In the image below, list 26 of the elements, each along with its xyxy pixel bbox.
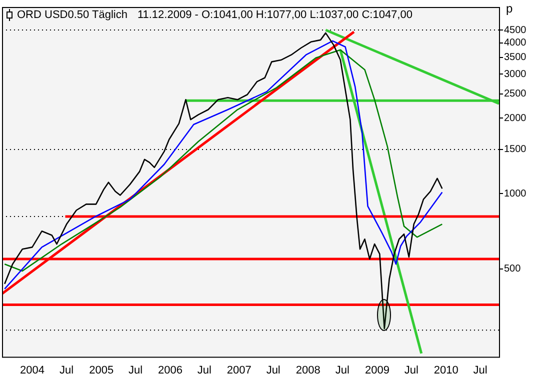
x-tick-label: Jul: [335, 364, 350, 376]
y-tick-label: 2000: [504, 112, 527, 124]
x-tick-label: 2007: [226, 364, 252, 376]
x-tick-label: Jul: [404, 364, 418, 376]
y-tick-label: 500: [504, 264, 522, 275]
x-tick-label: 2009: [364, 364, 390, 376]
y-tick-label: 4000: [504, 38, 527, 49]
y-tick-label: 1500: [504, 144, 527, 156]
x-tick-label: 2005: [89, 364, 114, 376]
x-tick-label: Jul: [197, 364, 212, 376]
x-tick-label: 2006: [158, 364, 182, 376]
x-tick-label: 2004: [20, 364, 44, 376]
x-tick-label: Jul: [128, 364, 143, 376]
y-axis-title: p: [506, 1, 513, 16]
y-tick-label: 3500: [504, 52, 527, 64]
chart-subtitle: 11.12.2009 - O:1041,00 H:1077,00 L:1037,00 C:1047,00: [137, 9, 412, 21]
y-tick-label: 4500: [504, 24, 527, 36]
x-tick-label: Jul: [60, 364, 74, 376]
y-tick-label: 1000: [504, 188, 527, 200]
y-tick-label: 3000: [504, 68, 527, 80]
chart-title: ORD USD0.50 Täglich: [17, 9, 128, 21]
y-tick-label: 2500: [504, 88, 527, 100]
x-tick-label: 2010: [434, 364, 458, 376]
x-tick-label: Jul: [266, 364, 280, 376]
x-tick-label: Jul: [473, 364, 488, 376]
x-tick-label: 2008: [296, 364, 320, 376]
